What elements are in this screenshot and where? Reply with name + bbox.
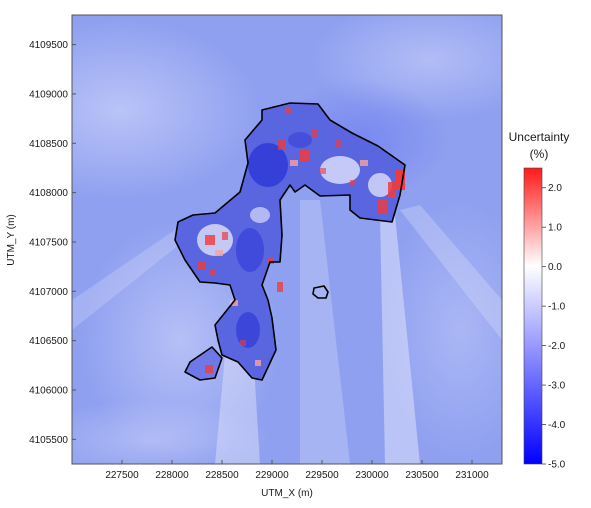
y-tick-label: 4108000 <box>29 188 68 199</box>
x-tick-label: 229000 <box>255 470 289 481</box>
island-region <box>175 103 405 380</box>
x-tick-label: 227500 <box>105 470 139 481</box>
colorbar-tick-label: -2.0 <box>548 341 566 352</box>
colorbar-tick-label: -5.0 <box>548 460 566 471</box>
colorbar-tick-label: -1.0 <box>548 302 566 313</box>
x-tick-label: 231000 <box>455 470 489 481</box>
y-tick-label: 4105500 <box>29 435 68 446</box>
y-tick-label: 4108500 <box>29 139 68 150</box>
coastline-outline <box>174 102 406 381</box>
colorbar-tick-label: 0.0 <box>548 262 562 273</box>
heatmap-field <box>72 15 502 464</box>
x-tick-label: 228000 <box>155 470 189 481</box>
y-tick-label: 4109500 <box>29 40 68 51</box>
colorbar-tick-label: -4.0 <box>548 420 566 431</box>
y-axis-title: UTM_Y (m) <box>6 214 17 265</box>
x-tick-label: 230500 <box>405 470 439 481</box>
colorbar-tick-label: -3.0 <box>548 381 566 392</box>
colorbar-tick-label: 2.0 <box>548 183 562 194</box>
x-axis: 227500 228000 228500 229000 229500 230000 2305… <box>105 460 489 481</box>
colorbar-title: Uncertainty <box>509 130 570 144</box>
x-axis-title: UTM_X (m) <box>261 488 313 499</box>
y-tick-label: 4106500 <box>29 336 68 347</box>
y-tick-label: 4107000 <box>29 287 68 298</box>
colorbar-tick-label: 1.0 <box>548 223 562 234</box>
x-tick-label: 228500 <box>205 470 239 481</box>
y-axis: 4105500 4106000 4106500 4107000 4107500 41080… <box>29 40 76 446</box>
x-tick-label: 230000 <box>355 470 389 481</box>
x-tick-label: 229500 <box>305 470 339 481</box>
colorbar-ticks: 2.0 1.0 0.0 -1.0 -2.0 -3.0 -4.0 -5.0 <box>542 183 566 471</box>
plot-frame <box>71 14 503 465</box>
y-tick-label: 4109000 <box>29 89 68 100</box>
y-tick-label: 4107500 <box>29 237 68 248</box>
y-tick-label: 4106000 <box>29 385 68 396</box>
colorbar-gradient <box>523 167 543 465</box>
colorbar-unit: (%) <box>530 147 549 161</box>
